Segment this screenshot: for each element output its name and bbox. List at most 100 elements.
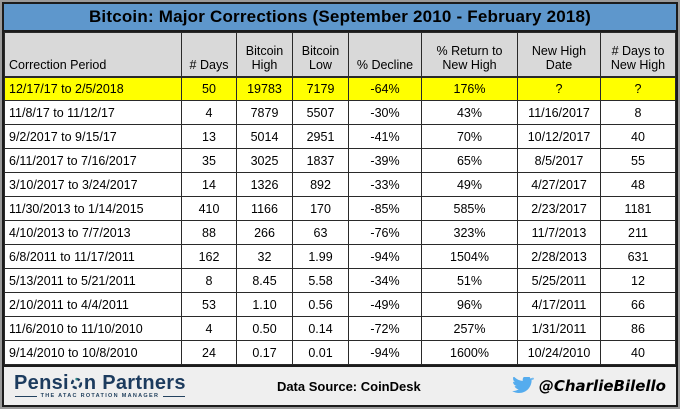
cell-bitcoin-high: 1.10 [236, 292, 293, 317]
cell-bitcoin-high: 0.17 [236, 340, 293, 365]
cell-new-high-date: 4/27/2017 [517, 172, 601, 197]
cell-period: 9/2/2017 to 9/15/17 [4, 124, 182, 149]
cell-bitcoin-low: 1837 [292, 148, 349, 173]
table-row: 11/30/2013 to 1/14/2015 410 1166 170 -85… [4, 196, 676, 221]
data-source-label: Data Source: CoinDesk [276, 378, 421, 394]
table-row: 4/10/2013 to 7/7/2013 88 266 63 -76% 323… [4, 220, 676, 245]
cell-days: 14 [181, 172, 237, 197]
table-row: 9/14/2010 to 10/8/2010 24 0.17 0.01 -94%… [4, 340, 676, 365]
cell-new-high-date: 8/5/2017 [517, 148, 601, 173]
col-header-days-to-new-high: # Days to New High [600, 32, 676, 78]
twitter-attribution: @CharlieBilello [512, 377, 666, 395]
table-row: 5/13/2011 to 5/21/2011 8 8.45 5.58 -34% … [4, 268, 676, 293]
col-header-return-to-new-high: % Return to New High [421, 32, 518, 78]
footer: Pensi n Partners THE ATAC ROTATION MANAG… [4, 365, 676, 405]
table-header: Correction Period # Days Bitcoin High Bi… [4, 32, 676, 78]
cell-decline: -39% [348, 148, 422, 173]
col-header-correction-period: Correction Period [4, 32, 182, 78]
twitter-bird-icon [512, 377, 534, 393]
cell-period: 6/8/2011 to 11/17/2011 [4, 244, 182, 269]
cell-period: 12/17/17 to 2/5/2018 [4, 76, 182, 101]
cell-period: 4/10/2013 to 7/7/2013 [4, 220, 182, 245]
cell-new-high-date: 1/31/2011 [517, 316, 601, 341]
cell-days: 4 [181, 316, 237, 341]
cell-days-to-new-high: ? [600, 76, 676, 101]
cell-new-high-date: 5/25/2011 [517, 268, 601, 293]
cell-return-to-new-high: 1600% [421, 340, 518, 365]
logo-tagline-row: THE ATAC ROTATION MANAGER [14, 393, 186, 400]
cell-days-to-new-high: 40 [600, 340, 676, 365]
cell-bitcoin-low: 1.99 [292, 244, 349, 269]
cell-bitcoin-low: 7179 [292, 76, 349, 101]
corrections-table: Correction Period # Days Bitcoin High Bi… [4, 32, 676, 365]
cell-new-high-date: 2/28/2013 [517, 244, 601, 269]
cell-days: 13 [181, 124, 237, 149]
cell-return-to-new-high: 257% [421, 316, 518, 341]
col-header-bitcoin-low: Bitcoin Low [292, 32, 349, 78]
cell-bitcoin-high: 1166 [236, 196, 293, 221]
cell-decline: -64% [348, 76, 422, 101]
cell-days-to-new-high: 48 [600, 172, 676, 197]
twitter-handle: @CharlieBilello [538, 377, 666, 395]
cell-new-high-date: 10/24/2010 [517, 340, 601, 365]
cell-decline: -85% [348, 196, 422, 221]
cell-days-to-new-high: 55 [600, 148, 676, 173]
logo-wordmark: Pensi n Partners [14, 373, 186, 393]
cell-bitcoin-high: 0.50 [236, 316, 293, 341]
cell-return-to-new-high: 585% [421, 196, 518, 221]
cell-days: 50 [181, 76, 237, 101]
table-row: 9/2/2017 to 9/15/17 13 5014 2951 -41% 70… [4, 124, 676, 149]
col-header-new-high-date: New High Date [517, 32, 601, 78]
tagline-rule-right [163, 396, 186, 397]
cell-period: 5/13/2011 to 5/21/2011 [4, 268, 182, 293]
cell-new-high-date: ? [517, 76, 601, 101]
cell-decline: -34% [348, 268, 422, 293]
cell-period: 9/14/2010 to 10/8/2010 [4, 340, 182, 365]
table-row: 6/11/2017 to 7/16/2017 35 3025 1837 -39%… [4, 148, 676, 173]
cell-days-to-new-high: 66 [600, 292, 676, 317]
cell-bitcoin-low: 0.14 [292, 316, 349, 341]
table-row: 3/10/2017 to 3/24/2017 14 1326 892 -33% … [4, 172, 676, 197]
cell-bitcoin-high: 266 [236, 220, 293, 245]
cell-decline: -94% [348, 244, 422, 269]
cell-return-to-new-high: 176% [421, 76, 518, 101]
cell-days: 4 [181, 100, 237, 125]
cell-new-high-date: 11/7/2013 [517, 220, 601, 245]
cell-days: 8 [181, 268, 237, 293]
cell-decline: -72% [348, 316, 422, 341]
cell-return-to-new-high: 96% [421, 292, 518, 317]
logo-text-part1: Pensi [14, 371, 69, 394]
cell-new-high-date: 4/17/2011 [517, 292, 601, 317]
cell-bitcoin-high: 8.45 [236, 268, 293, 293]
table-row: 2/10/2011 to 4/4/2011 53 1.10 0.56 -49% … [4, 292, 676, 317]
cell-days-to-new-high: 12 [600, 268, 676, 293]
cell-decline: -33% [348, 172, 422, 197]
cell-bitcoin-low: 5.58 [292, 268, 349, 293]
cell-return-to-new-high: 323% [421, 220, 518, 245]
cell-bitcoin-low: 892 [292, 172, 349, 197]
cell-days-to-new-high: 1181 [600, 196, 676, 221]
col-header-decline: % Decline [348, 32, 422, 78]
table-row: 11/6/2010 to 11/10/2010 4 0.50 0.14 -72%… [4, 316, 676, 341]
cell-days: 162 [181, 244, 237, 269]
cell-period: 3/10/2017 to 3/24/2017 [4, 172, 182, 197]
cell-days: 410 [181, 196, 237, 221]
cell-decline: -49% [348, 292, 422, 317]
table-row-highlighted: 12/17/17 to 2/5/2018 50 19783 7179 -64% … [4, 76, 676, 101]
cell-days-to-new-high: 40 [600, 124, 676, 149]
cell-days: 35 [181, 148, 237, 173]
cell-return-to-new-high: 70% [421, 124, 518, 149]
cell-bitcoin-high: 32 [236, 244, 293, 269]
cell-new-high-date: 2/23/2017 [517, 196, 601, 221]
cell-period: 2/10/2011 to 4/4/2011 [4, 292, 182, 317]
cell-days: 53 [181, 292, 237, 317]
cell-period: 6/11/2017 to 7/16/2017 [4, 148, 182, 173]
cell-bitcoin-high: 7879 [236, 100, 293, 125]
cell-decline: -94% [348, 340, 422, 365]
cell-return-to-new-high: 1504% [421, 244, 518, 269]
cell-days-to-new-high: 8 [600, 100, 676, 125]
cell-days: 88 [181, 220, 237, 245]
cell-days-to-new-high: 631 [600, 244, 676, 269]
